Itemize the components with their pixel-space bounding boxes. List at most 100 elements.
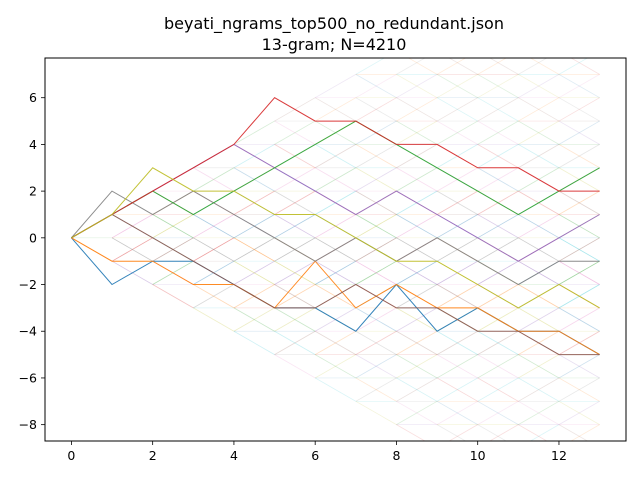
series-line: [71, 237, 600, 356]
background-segment: [436, 97, 478, 122]
background-segment: [355, 307, 397, 332]
background-segment: [111, 237, 153, 262]
background-segment: [529, 424, 560, 441]
background-segment: [558, 237, 600, 262]
background-segment: [558, 400, 600, 425]
background-segment: [396, 354, 438, 379]
background-segment: [518, 307, 560, 332]
y-axis: −8 −6 −4 −2 0 2 4 6: [19, 90, 45, 432]
background-segment: [396, 377, 438, 402]
background-segment: [436, 120, 478, 145]
x-tick-label: 0: [67, 448, 75, 463]
background-segment: [570, 58, 600, 75]
background-segment: [274, 190, 316, 215]
background-segment: [436, 424, 467, 441]
background-segment: [477, 120, 519, 145]
x-tick-label: 10: [470, 448, 486, 463]
background-segment: [314, 144, 357, 169]
background-segment: [355, 260, 397, 285]
background-segment: [274, 190, 316, 215]
background-segment: [355, 58, 386, 75]
x-axis: 0 2 4 6 8 10 12: [67, 441, 567, 463]
y-tick-label: −8: [19, 417, 37, 432]
background-segment: [436, 284, 478, 309]
background-segment: [396, 400, 438, 425]
background-segment: [489, 58, 519, 75]
background-segment: [436, 377, 478, 402]
background-segment: [407, 58, 438, 75]
series-line: [71, 213, 600, 356]
background-segment: [448, 58, 478, 75]
background-segment: [396, 260, 438, 285]
chart-subtitle: 13-gram; N=4210: [262, 35, 407, 54]
background-segment: [436, 190, 478, 215]
background-segment: [314, 377, 357, 402]
background-segment: [477, 167, 519, 192]
series-paths: [71, 97, 600, 356]
background-segment: [274, 307, 316, 332]
background-segment: [355, 354, 397, 379]
background-segment: [436, 74, 478, 99]
background-segment: [477, 214, 519, 239]
background-segment: [477, 74, 519, 99]
x-tick-label: 12: [551, 448, 567, 463]
background-segment: [355, 377, 397, 402]
background-segment: [193, 237, 235, 262]
background-segment: [436, 330, 478, 355]
background-segment: [558, 120, 600, 145]
background-segment: [152, 214, 194, 239]
background-segment: [396, 330, 438, 355]
background-segment: [477, 400, 519, 425]
background-segment: [558, 354, 600, 379]
background-segment: [436, 330, 478, 355]
background-segment: [558, 97, 600, 122]
background-segment: [396, 424, 426, 441]
background-segment: [355, 307, 397, 332]
background-segment: [233, 260, 275, 285]
background-segment: [558, 237, 600, 262]
background-segment: [477, 120, 519, 145]
x-tick-label: 2: [149, 448, 157, 463]
background-segment: [518, 144, 560, 169]
background-segment: [518, 97, 560, 122]
background-segment: [396, 74, 438, 99]
background-segment: [396, 120, 438, 145]
background-segment: [355, 144, 397, 169]
background-segment: [233, 307, 275, 332]
background-segment: [314, 260, 357, 285]
background-segment: [193, 214, 235, 239]
x-tick-label: 6: [311, 448, 319, 463]
background-segment: [355, 167, 397, 192]
background-segment: [558, 260, 600, 285]
background-segment: [274, 260, 316, 285]
background-segment: [396, 354, 438, 379]
background-segment: [355, 214, 397, 239]
background-segment: [570, 424, 600, 441]
background-segment: [477, 330, 519, 355]
background-segment: [355, 97, 397, 122]
background-segment: [518, 400, 560, 425]
background-segment: [314, 74, 357, 99]
background-segment: [396, 120, 438, 145]
background-segment: [355, 167, 397, 192]
background-segment: [314, 330, 357, 355]
background-segment: [518, 74, 560, 99]
background-segment: [518, 424, 548, 441]
background-segment: [477, 97, 519, 122]
background-segment: [314, 330, 357, 355]
background-segment: [436, 400, 478, 425]
y-tick-label: 6: [29, 90, 37, 105]
background-segment: [558, 400, 600, 425]
background-segment: [558, 74, 600, 99]
background-segment: [193, 284, 235, 309]
background-segment: [355, 330, 397, 355]
background-segment: [355, 214, 397, 239]
background-segment: [396, 330, 438, 355]
background-segment: [193, 307, 235, 332]
background-segment: [518, 354, 560, 379]
background-segment: [558, 144, 600, 169]
background-segment: [436, 354, 478, 379]
background-segment: [396, 97, 438, 122]
background-segment: [518, 120, 560, 145]
background-segment: [396, 214, 438, 239]
